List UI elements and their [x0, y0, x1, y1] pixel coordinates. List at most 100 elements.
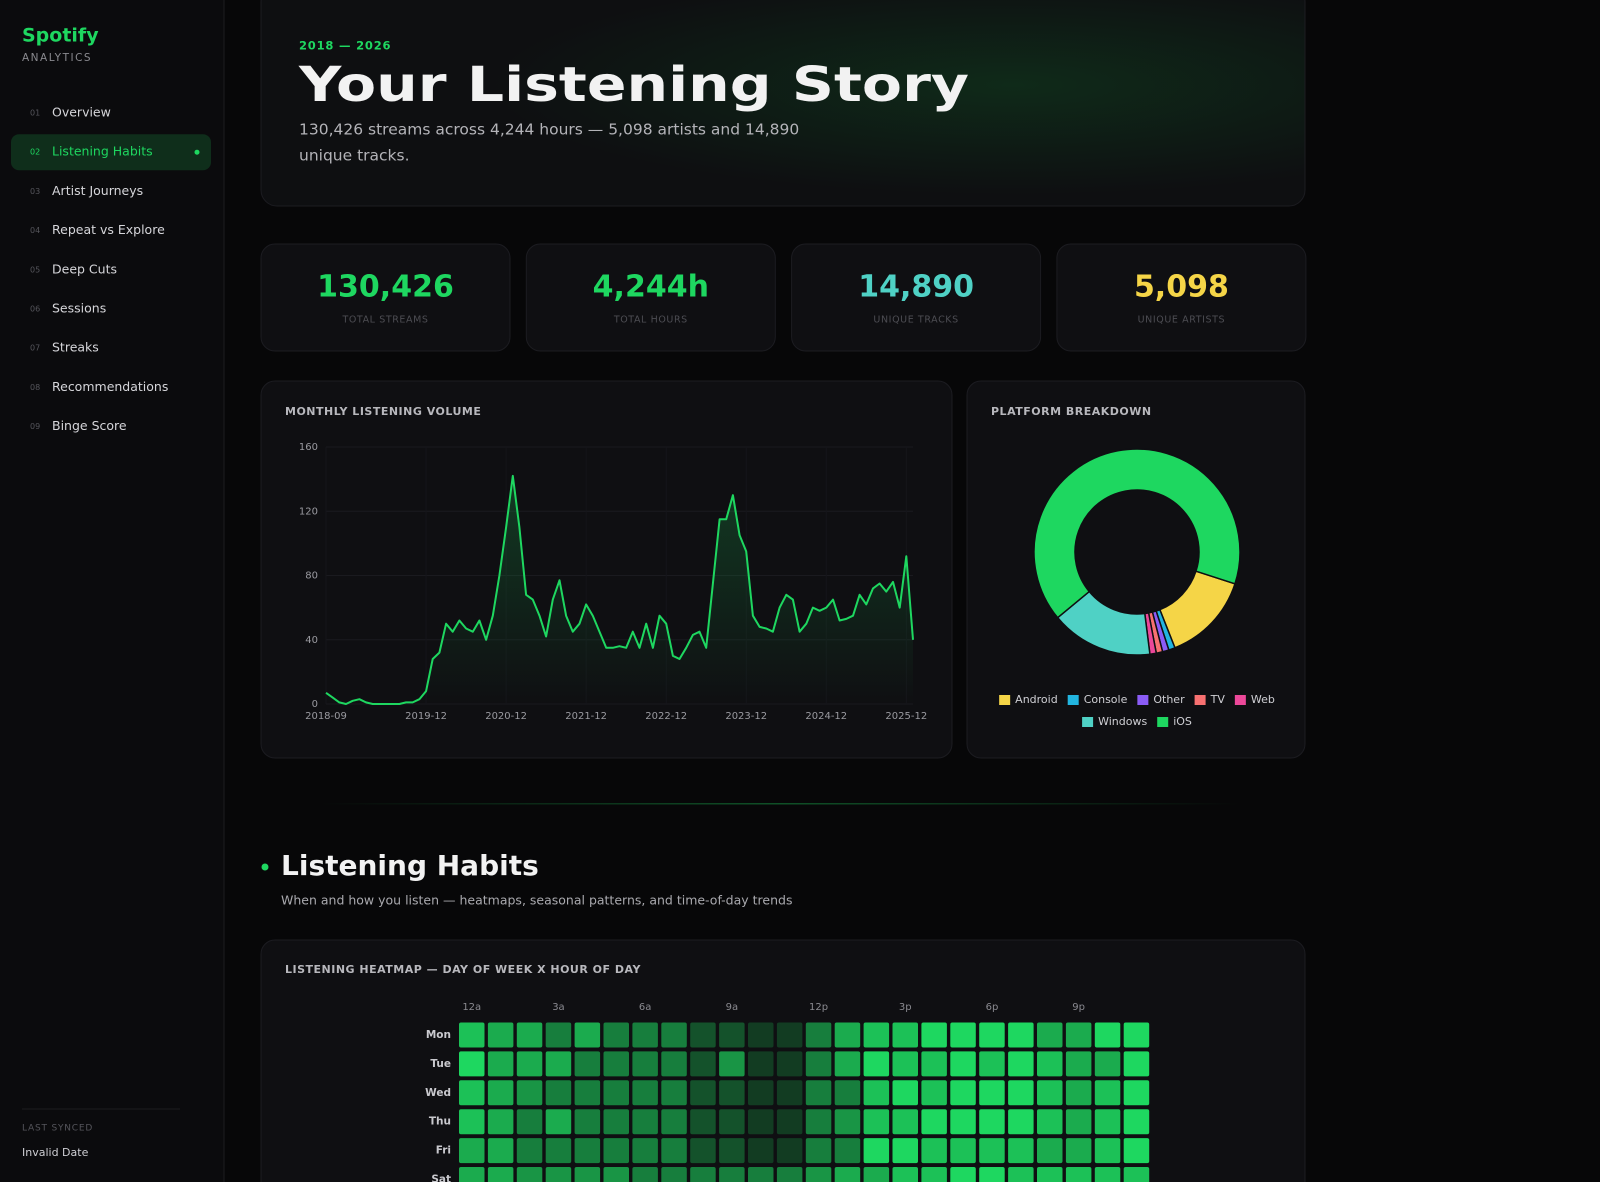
heat-cell	[892, 1080, 918, 1106]
nav-item[interactable]: 03 Artist Journeys	[30, 183, 143, 198]
heat-cell	[1123, 1109, 1150, 1135]
heat-cell	[1037, 1080, 1063, 1106]
heat-cell	[892, 1138, 918, 1164]
y-tick-label: 80	[305, 571, 318, 582]
heat-cell	[1094, 1051, 1121, 1077]
nav-label[interactable]: Streaks	[52, 340, 99, 355]
nav-item[interactable]: 06 Sessions	[30, 301, 106, 316]
nav-item[interactable]: 07 Streaks	[30, 340, 99, 355]
legend-swatch	[1234, 695, 1246, 705]
heat-cell	[661, 1138, 687, 1164]
line-area	[326, 475, 913, 704]
column-label: 9p	[1072, 1002, 1085, 1013]
section-subtitle: When and how you listen — heatmaps, seas…	[281, 893, 792, 908]
hero-title: Your Listening Story	[298, 57, 969, 113]
heat-cell	[748, 1051, 774, 1077]
nav-label[interactable]: Overview	[52, 105, 111, 120]
heat-cell	[892, 1051, 918, 1077]
legend-item: Console	[1067, 693, 1128, 706]
column-label: 12a	[462, 1002, 481, 1013]
stat-value: 4,244h	[593, 270, 709, 305]
heat-cell	[805, 1109, 832, 1135]
heat-cell	[516, 1022, 543, 1048]
heat-cell	[776, 1080, 803, 1106]
heat-cell	[748, 1138, 774, 1164]
heat-cell	[863, 1138, 890, 1164]
heat-cell	[487, 1080, 514, 1106]
heat-cell	[776, 1022, 803, 1048]
heat-cell	[1008, 1138, 1034, 1164]
heat-cell	[459, 1051, 485, 1077]
last-synced-value: Invalid Date	[22, 1146, 89, 1159]
heat-cell	[574, 1080, 601, 1106]
heat-cell	[1123, 1167, 1150, 1182]
nav-label[interactable]: Sessions	[52, 301, 106, 316]
heat-cell	[748, 1022, 774, 1048]
nav-item[interactable]: 02 Listening Habits	[11, 134, 211, 171]
row-label: Wed	[425, 1087, 451, 1099]
heat-cell	[1008, 1051, 1034, 1077]
nav-item[interactable]: 05 Deep Cuts	[30, 261, 117, 276]
nav-label[interactable]: Recommendations	[52, 379, 168, 394]
legend-item: iOS	[1157, 715, 1192, 728]
heat-cell	[805, 1022, 832, 1048]
heat-cell	[950, 1138, 976, 1164]
nav-item[interactable]: 01 Overview	[30, 105, 111, 120]
heat-cell	[574, 1109, 601, 1135]
brand: Spotify	[22, 25, 99, 47]
legend-swatch	[1082, 717, 1094, 727]
heat-cell	[1008, 1109, 1034, 1135]
nav-item[interactable]: 09 Binge Score	[30, 418, 127, 433]
nav-label[interactable]: Artist Journeys	[52, 183, 143, 198]
brand-sub: ANALYTICS	[22, 52, 92, 64]
heat-cell	[863, 1080, 890, 1106]
heat-cell	[921, 1051, 947, 1077]
heat-cell	[487, 1051, 514, 1077]
heat-cell	[719, 1109, 745, 1135]
donut-slice	[1033, 448, 1241, 619]
heat-cell	[863, 1167, 890, 1182]
heat-cell	[1037, 1167, 1063, 1182]
legend-label: Windows	[1098, 715, 1147, 728]
hero-card	[260, 0, 1306, 207]
nav-label[interactable]: Listening Habits	[52, 144, 153, 159]
heat-cell	[805, 1051, 832, 1077]
row-label: Thu	[429, 1116, 451, 1128]
x-tick-label: 2023-12	[725, 711, 767, 722]
column-label: 6p	[986, 1002, 999, 1013]
heat-cell	[863, 1109, 890, 1135]
nav-item[interactable]: 04 Repeat vs Explore	[30, 222, 165, 237]
legend-row: Windows iOS	[1082, 715, 1192, 728]
nav-number: 05	[30, 265, 40, 274]
hero-subtitle: unique tracks.	[299, 147, 410, 165]
line-chart: 0 40 80 120 160 2018-09 2019-12 2020-12 2021-12 2…	[299, 442, 927, 722]
heat-cell	[834, 1022, 861, 1048]
heat-cell	[1094, 1138, 1121, 1164]
donut-chart: Android Console Other TV Web Windows iOS	[999, 448, 1275, 728]
heat-cell	[921, 1138, 947, 1164]
heat-cell	[1037, 1022, 1063, 1048]
nav-label[interactable]: Deep Cuts	[52, 261, 117, 276]
nav-label[interactable]: Repeat vs Explore	[52, 222, 165, 237]
nav-label[interactable]: Binge Score	[52, 418, 127, 433]
heat-cell	[719, 1138, 745, 1164]
heat-cell	[487, 1109, 514, 1135]
heat-cell	[632, 1167, 658, 1182]
nav-active-dot	[194, 149, 200, 155]
nav-item[interactable]: 08 Recommendations	[30, 379, 168, 394]
heat-cell	[690, 1022, 716, 1048]
heat-cell	[1037, 1051, 1063, 1077]
legend-item: Other	[1137, 693, 1185, 706]
nav-number: 06	[30, 305, 40, 314]
heat-cell	[1065, 1109, 1092, 1135]
heat-cell	[719, 1080, 745, 1106]
heat-cell	[748, 1109, 774, 1135]
x-tick-label: 2024-12	[805, 711, 847, 722]
legend-item: Web	[1234, 693, 1275, 706]
heat-cell	[1008, 1080, 1034, 1106]
heat-cell	[1065, 1080, 1092, 1106]
stat-label: UNIQUE TRACKS	[873, 315, 958, 326]
heat-cell	[950, 1167, 976, 1182]
nav-number: 09	[30, 422, 40, 431]
heat-cell	[748, 1080, 774, 1106]
